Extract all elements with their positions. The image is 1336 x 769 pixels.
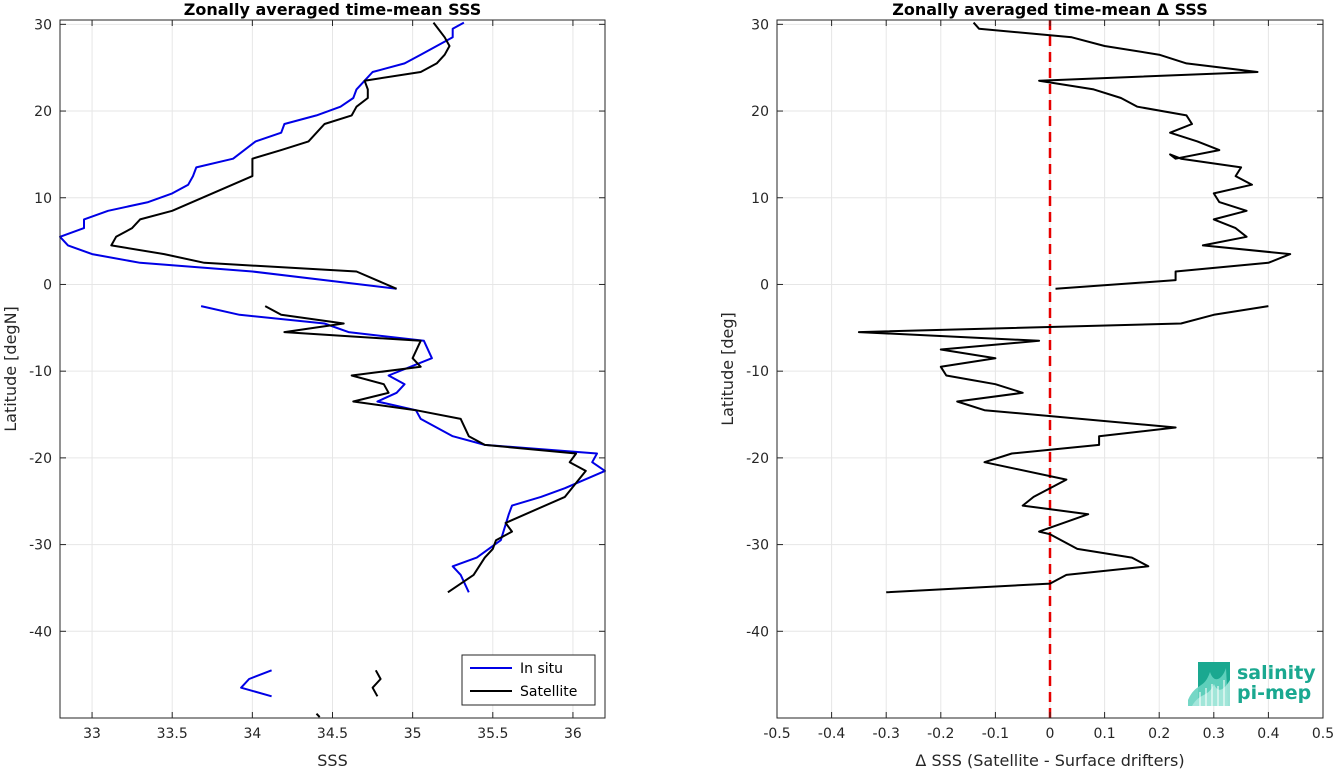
x-tick-label: -0.1: [982, 726, 1009, 742]
x-axis-title: Δ SSS (Satellite - Surface drifters): [915, 751, 1184, 769]
y-tick-label: 20: [34, 104, 52, 120]
x-tick-label: 0.1: [1093, 726, 1115, 742]
y-tick-label: -40: [29, 624, 52, 640]
x-tick-label: 34: [243, 726, 261, 742]
x-tick-label: -0.2: [927, 726, 954, 742]
y-tick-label: 30: [34, 17, 52, 33]
legend-box: [461, 654, 596, 706]
y-tick-label: 10: [751, 191, 769, 207]
x-tick-label: 0.4: [1257, 726, 1279, 742]
x-axis-title: SSS: [317, 751, 347, 769]
x-tick-label: 0: [1046, 726, 1055, 742]
x-tick-label: 35.5: [477, 726, 508, 742]
x-tick-label: 0.3: [1203, 726, 1225, 742]
y-axis-title: Latitude [degN]: [1, 306, 20, 432]
chart-title: Zonally averaged time-mean Δ SSS: [892, 0, 1208, 19]
in-situ-line-segment: [59, 21, 465, 290]
y-tick-label: -30: [746, 538, 769, 554]
y-tick-label: -10: [746, 364, 769, 380]
y-tick-label: -10: [29, 364, 52, 380]
y-axis-title: Latitude [deg]: [718, 312, 737, 426]
logo-waves-icon: [1188, 662, 1230, 706]
legend-label: Satellite: [520, 684, 577, 700]
x-tick-label: -0.4: [818, 726, 845, 742]
salinity-pi-mep-logo: salinity pi-mep: [1188, 662, 1316, 706]
y-tick-label: -20: [746, 451, 769, 467]
satellite-line-segment: [315, 713, 321, 718]
x-tick-label: 0.2: [1148, 726, 1170, 742]
y-tick-label: 0: [760, 277, 769, 293]
x-tick-label: 36: [564, 726, 582, 742]
y-tick-label: -20: [29, 451, 52, 467]
y-tick-label: -40: [746, 624, 769, 640]
delta-sss-chart: -0.5 -0.4 -0.3 -0.2 -0.1 0 0.1 0.2 0.3 0.4 0.5 -40 -…: [718, 0, 1334, 769]
x-tick-label: 33.5: [157, 726, 188, 742]
x-tick-label: -0.3: [873, 726, 900, 742]
x-tick-label: 0.5: [1312, 726, 1334, 742]
satellite-line-segment: [110, 21, 451, 290]
x-tick-label: 35: [404, 726, 422, 742]
x-tick-label: 34.5: [317, 726, 348, 742]
x-tick-label: 33: [83, 726, 101, 742]
delta-sss-line-segment: [972, 21, 1292, 290]
logo-line2: pi-mep: [1237, 682, 1311, 704]
x-tick-label: -0.5: [763, 726, 790, 742]
sss-chart: 33 33.5 34 34.5 35 35.5 36 -40 -30 -20 -10 0 10 20 30 Z…: [1, 0, 606, 769]
y-tick-label: 0: [43, 277, 52, 293]
y-tick-label: 30: [751, 17, 769, 33]
y-tick-label: -30: [29, 538, 52, 554]
logo-line1: salinity: [1237, 662, 1316, 684]
delta-sss-line-segment: [857, 305, 1269, 594]
legend-label: In situ: [520, 661, 563, 677]
in-situ-line-segment: [240, 669, 272, 698]
satellite-line-segment: [371, 669, 382, 697]
y-tick-label: 20: [751, 104, 769, 120]
chart-title: Zonally averaged time-mean SSS: [184, 0, 482, 19]
legend: In situ Satellite: [461, 654, 596, 706]
y-tick-label: 10: [34, 191, 52, 207]
satellite-line-segment: [264, 305, 587, 594]
